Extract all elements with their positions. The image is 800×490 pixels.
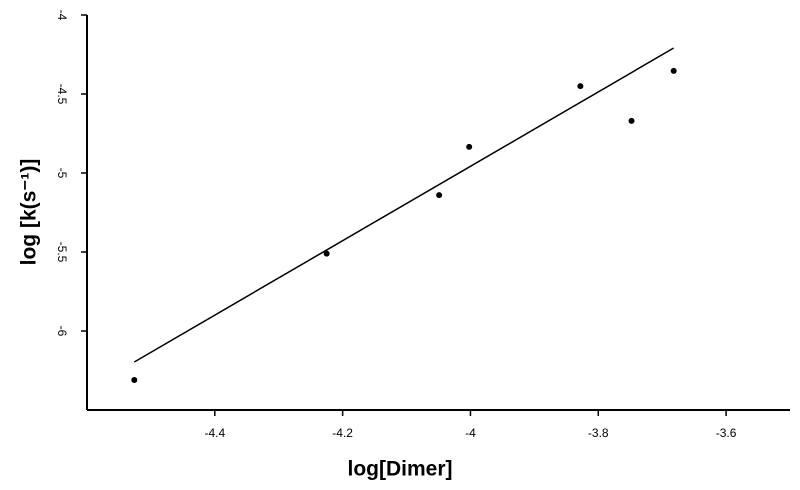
x-tick-label: -4.4 — [204, 426, 225, 440]
y-tick-label: -6 — [55, 326, 69, 337]
point — [628, 117, 635, 124]
point — [436, 192, 443, 199]
x-tick-label: -3.6 — [716, 426, 737, 440]
point — [323, 250, 330, 257]
x-tick-label: -4 — [465, 426, 476, 440]
point — [466, 143, 473, 150]
y-axis-title: log [k(s⁻¹)] — [18, 159, 41, 266]
y-tick-label: -5.5 — [55, 242, 69, 263]
x-axis-title: log[Dimer] — [348, 458, 453, 481]
fit-line — [133, 47, 675, 363]
y-tick-label: -4 — [55, 10, 69, 21]
point — [577, 83, 584, 90]
x-tick-label: -4.2 — [332, 426, 353, 440]
y-tick-label: -4.5 — [55, 84, 69, 105]
point — [670, 67, 677, 74]
x-tick-label: -3.8 — [588, 426, 609, 440]
y-tick-label: -5 — [55, 168, 69, 179]
point — [131, 376, 138, 383]
